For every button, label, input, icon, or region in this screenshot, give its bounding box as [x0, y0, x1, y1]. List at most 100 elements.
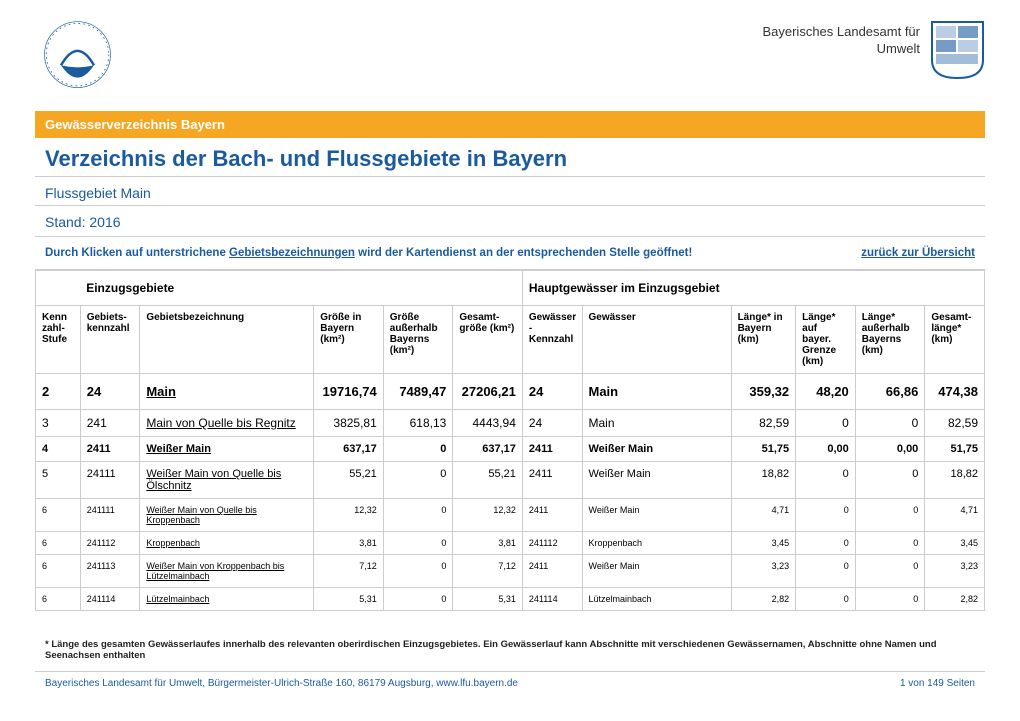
column-header: Größe in Bayern (km²)	[314, 306, 384, 374]
table-cell: 0	[855, 555, 925, 588]
table-cell: 4443,94	[453, 410, 523, 437]
table-row: 6241113Weißer Main von Kroppenbach bis L…	[36, 555, 985, 588]
table-cell: 82,59	[731, 410, 796, 437]
table-cell: 241111	[80, 499, 140, 532]
column-header: Länge* auf bayer. Grenze (km)	[796, 306, 856, 374]
table-cell: 55,21	[314, 462, 384, 499]
table-cell: 3,23	[731, 555, 796, 588]
table-cell: 618,13	[383, 410, 453, 437]
table-cell: 27206,21	[453, 374, 523, 410]
group-header-right: Hauptgewässer im Einzugsgebiet	[522, 271, 984, 306]
table-cell: 241114	[522, 588, 582, 611]
area-name-cell[interactable]: Main	[140, 374, 314, 410]
table-cell: 3,81	[314, 532, 384, 555]
area-name-cell[interactable]: Weißer Main von Quelle bis Ölschnitz	[140, 462, 314, 499]
table-cell: 0	[796, 555, 856, 588]
table-row: 524111Weißer Main von Quelle bis Ölschni…	[36, 462, 985, 499]
table-cell: 241112	[80, 532, 140, 555]
table-cell: 2411	[522, 462, 582, 499]
table-cell: 0	[383, 437, 453, 462]
column-header: Gesamt- länge* (km)	[925, 306, 985, 374]
instruction-row: Durch Klicken auf unterstrichene Gebiets…	[35, 237, 985, 270]
table-row: 3241Main von Quelle bis Regnitz3825,8161…	[36, 410, 985, 437]
column-header: Gewässer	[582, 306, 731, 374]
table-cell: 0,00	[855, 437, 925, 462]
table-cell: 24	[80, 374, 140, 410]
table-cell: 4	[36, 437, 81, 462]
column-header: Kenn zahl- Stufe	[36, 306, 81, 374]
table-cell: 0	[855, 410, 925, 437]
footnote: * Länge des gesamten Gewässerlaufes inne…	[45, 639, 975, 661]
column-header: Länge* außerhalb Bayerns (km)	[855, 306, 925, 374]
table-cell: 5,31	[453, 588, 523, 611]
table-cell: 6	[36, 532, 81, 555]
table-cell: 0	[855, 462, 925, 499]
table-cell: 5,31	[314, 588, 384, 611]
table-cell: 3,45	[731, 532, 796, 555]
table-cell: 24	[522, 410, 582, 437]
table-cell: 0	[383, 499, 453, 532]
table-cell: 2	[36, 374, 81, 410]
table-cell: 2,82	[925, 588, 985, 611]
table-cell: 5	[36, 462, 81, 499]
table-cell: 2411	[522, 555, 582, 588]
org-name: Bayerisches Landesamt für Umwelt	[762, 24, 920, 58]
footer-right: 1 von 149 Seiten	[900, 678, 975, 689]
page-title: Verzeichnis der Bach- und Flussgebiete i…	[35, 138, 985, 177]
area-name-cell[interactable]: Main von Quelle bis Regnitz	[140, 410, 314, 437]
table-cell: 4,71	[731, 499, 796, 532]
column-header: Gebiets- kennzahl	[80, 306, 140, 374]
table-cell: Weißer Main	[582, 555, 731, 588]
table-cell: 6	[36, 588, 81, 611]
table-cell: Lützelmainbach	[582, 588, 731, 611]
table-cell: 2411	[80, 437, 140, 462]
table-row: 42411Weißer Main637,170637,172411Weißer …	[36, 437, 985, 462]
table-cell: Main	[582, 410, 731, 437]
logo-left	[35, 20, 120, 93]
table-cell: 7489,47	[383, 374, 453, 410]
table-cell: 7,12	[314, 555, 384, 588]
column-header: Gesamt- größe (km²)	[453, 306, 523, 374]
table-cell: 0	[383, 532, 453, 555]
area-name-cell[interactable]: Weißer Main	[140, 437, 314, 462]
table-cell: Kroppenbach	[582, 532, 731, 555]
stand-date: Stand: 2016	[35, 206, 985, 237]
table-cell: 12,32	[453, 499, 523, 532]
table-cell: 48,20	[796, 374, 856, 410]
table-cell: 82,59	[925, 410, 985, 437]
table-cell: 18,82	[731, 462, 796, 499]
table-cell: 241112	[522, 532, 582, 555]
table-cell: 3	[36, 410, 81, 437]
table-row: 6241112Kroppenbach3,8103,81241112Kroppen…	[36, 532, 985, 555]
footer-left: Bayerisches Landesamt für Umwelt, Bürger…	[45, 678, 518, 689]
crest-icon	[930, 20, 985, 83]
table-cell: 2,82	[731, 588, 796, 611]
area-name-cell[interactable]: Weißer Main von Kroppenbach bis Lützelma…	[140, 555, 314, 588]
table-cell: 7,12	[453, 555, 523, 588]
table-cell: 4,71	[925, 499, 985, 532]
instruction-text: Durch Klicken auf unterstrichene Gebiets…	[45, 247, 692, 259]
area-name-cell[interactable]: Weißer Main von Quelle bis Kroppenbach	[140, 499, 314, 532]
banner: Gewässerverzeichnis Bayern	[35, 111, 985, 138]
column-header: Gebietsbezeichnung	[140, 306, 314, 374]
subtitle: Flussgebiet Main	[35, 177, 985, 206]
table-row: 6241114Lützelmainbach5,3105,31241114Lütz…	[36, 588, 985, 611]
table-cell: 0	[383, 588, 453, 611]
table-cell: 0	[855, 588, 925, 611]
back-link[interactable]: zurück zur Übersicht	[861, 247, 975, 259]
table-cell: 637,17	[453, 437, 523, 462]
table-cell: 19716,74	[314, 374, 384, 410]
table-cell: 3825,81	[314, 410, 384, 437]
table-cell: 2411	[522, 437, 582, 462]
table-cell: 474,38	[925, 374, 985, 410]
table-cell: 51,75	[925, 437, 985, 462]
area-name-cell[interactable]: Lützelmainbach	[140, 588, 314, 611]
table-cell: Main	[582, 374, 731, 410]
table-cell: 2411	[522, 499, 582, 532]
area-name-cell[interactable]: Kroppenbach	[140, 532, 314, 555]
table-cell: 0	[383, 462, 453, 499]
table-cell: 6	[36, 499, 81, 532]
table-cell: 18,82	[925, 462, 985, 499]
column-header: Länge* in Bayern (km)	[731, 306, 796, 374]
table-cell: 55,21	[453, 462, 523, 499]
